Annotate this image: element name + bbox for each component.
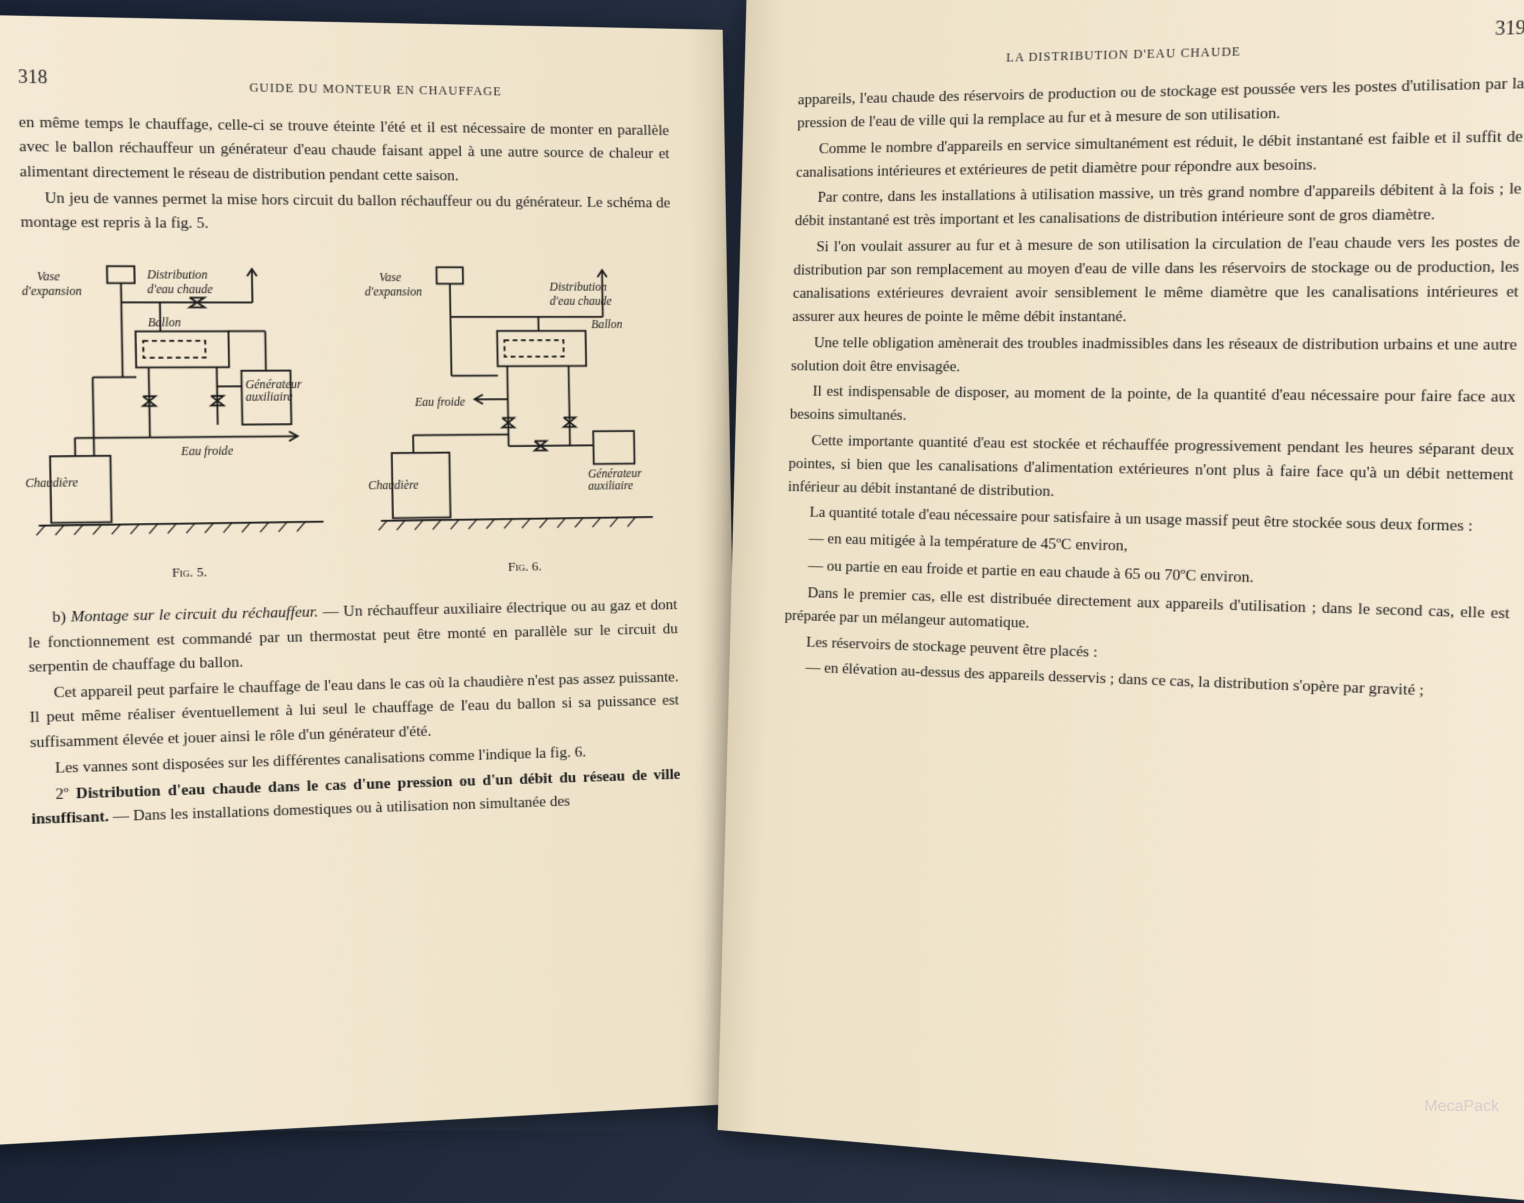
page-number-right: 319 — [1494, 17, 1524, 41]
paragraph: en même temps le chauffage, celle-ci se … — [19, 112, 671, 191]
fig5-caption: Fig. 5. — [27, 560, 349, 587]
paragraph: Si l'on voulait assurer au fur et à mesu… — [792, 230, 1520, 331]
text-prefix: 2º — [55, 786, 76, 803]
right-page: 319 LA DISTRIBUTION D'EAU CHAUDE apparei… — [717, 0, 1524, 1203]
schematic-fig5: Vase d'expansion Distribution d'eau chau… — [21, 257, 348, 548]
label-chaudiere6: Chaudière — [368, 480, 419, 493]
fig6-caption: Fig. 6. — [369, 555, 677, 581]
text-prefix: b) — [52, 610, 71, 627]
label-distribution2: d'eau chaude — [147, 284, 213, 297]
label-chaudiere: Chaudière — [25, 478, 78, 491]
diagram-row: Vase d'expansion Distribution d'eau chau… — [21, 257, 677, 587]
left-page: 318 GUIDE DU MONTEUR EN CHAUFFAGE en mêm… — [0, 15, 741, 1147]
left-page-body: en même temps le chauffage, celle-ci se … — [19, 112, 681, 834]
label-dist6a: Distribution — [548, 283, 607, 295]
schematic-fig6: Vase d'expansion Distribution d'eau chau… — [364, 258, 676, 543]
paragraph: Cette importante quantité d'eau est stoc… — [787, 429, 1514, 513]
label-ballon6: Ballon — [591, 320, 623, 332]
label-vase: Vase — [37, 272, 60, 285]
text-italic: Montage sur le circuit du réchauffeur. — [71, 605, 319, 627]
paragraph: Une telle obligation amènerait des troub… — [790, 332, 1517, 384]
label-gen2: auxiliaire — [245, 392, 292, 405]
label-expansion: d'expansion — [22, 286, 83, 299]
label-expansion6: d'expansion — [364, 287, 422, 299]
figure-5: Vase d'expansion Distribution d'eau chau… — [21, 257, 349, 587]
page-header-left: GUIDE DU MONTEUR EN CHAUFFAGE — [72, 78, 668, 103]
figure-6: Vase d'expansion Distribution d'eau chau… — [364, 258, 677, 580]
page-header-right: LA DISTRIBUTION D'EAU CHAUDE — [798, 38, 1468, 71]
label-ballon: Ballon — [148, 318, 182, 331]
paragraph: Un jeu de vannes permet la mise hors cir… — [20, 187, 671, 239]
watermark: MecaPack — [1424, 1098, 1499, 1116]
label-gen6b: auxiliaire — [588, 481, 633, 494]
label-dist6b: d'eau chaude — [549, 297, 611, 309]
label-eaufroide6: Eau froide — [414, 397, 466, 410]
right-page-body: appareils, l'eau chaude des réservoirs d… — [783, 72, 1524, 707]
paragraph: Par contre, dans les installations à uti… — [794, 177, 1521, 234]
label-vase6: Vase — [379, 273, 401, 285]
paragraph: Il est indispensable de disposer, au mom… — [789, 380, 1515, 436]
label-eaufroide: Eau froide — [180, 446, 233, 459]
book-spread: 318 GUIDE DU MONTEUR EN CHAUFFAGE en mêm… — [0, 0, 1524, 1131]
label-distribution1: Distribution — [146, 270, 208, 283]
page-number-left: 318 — [18, 67, 48, 90]
